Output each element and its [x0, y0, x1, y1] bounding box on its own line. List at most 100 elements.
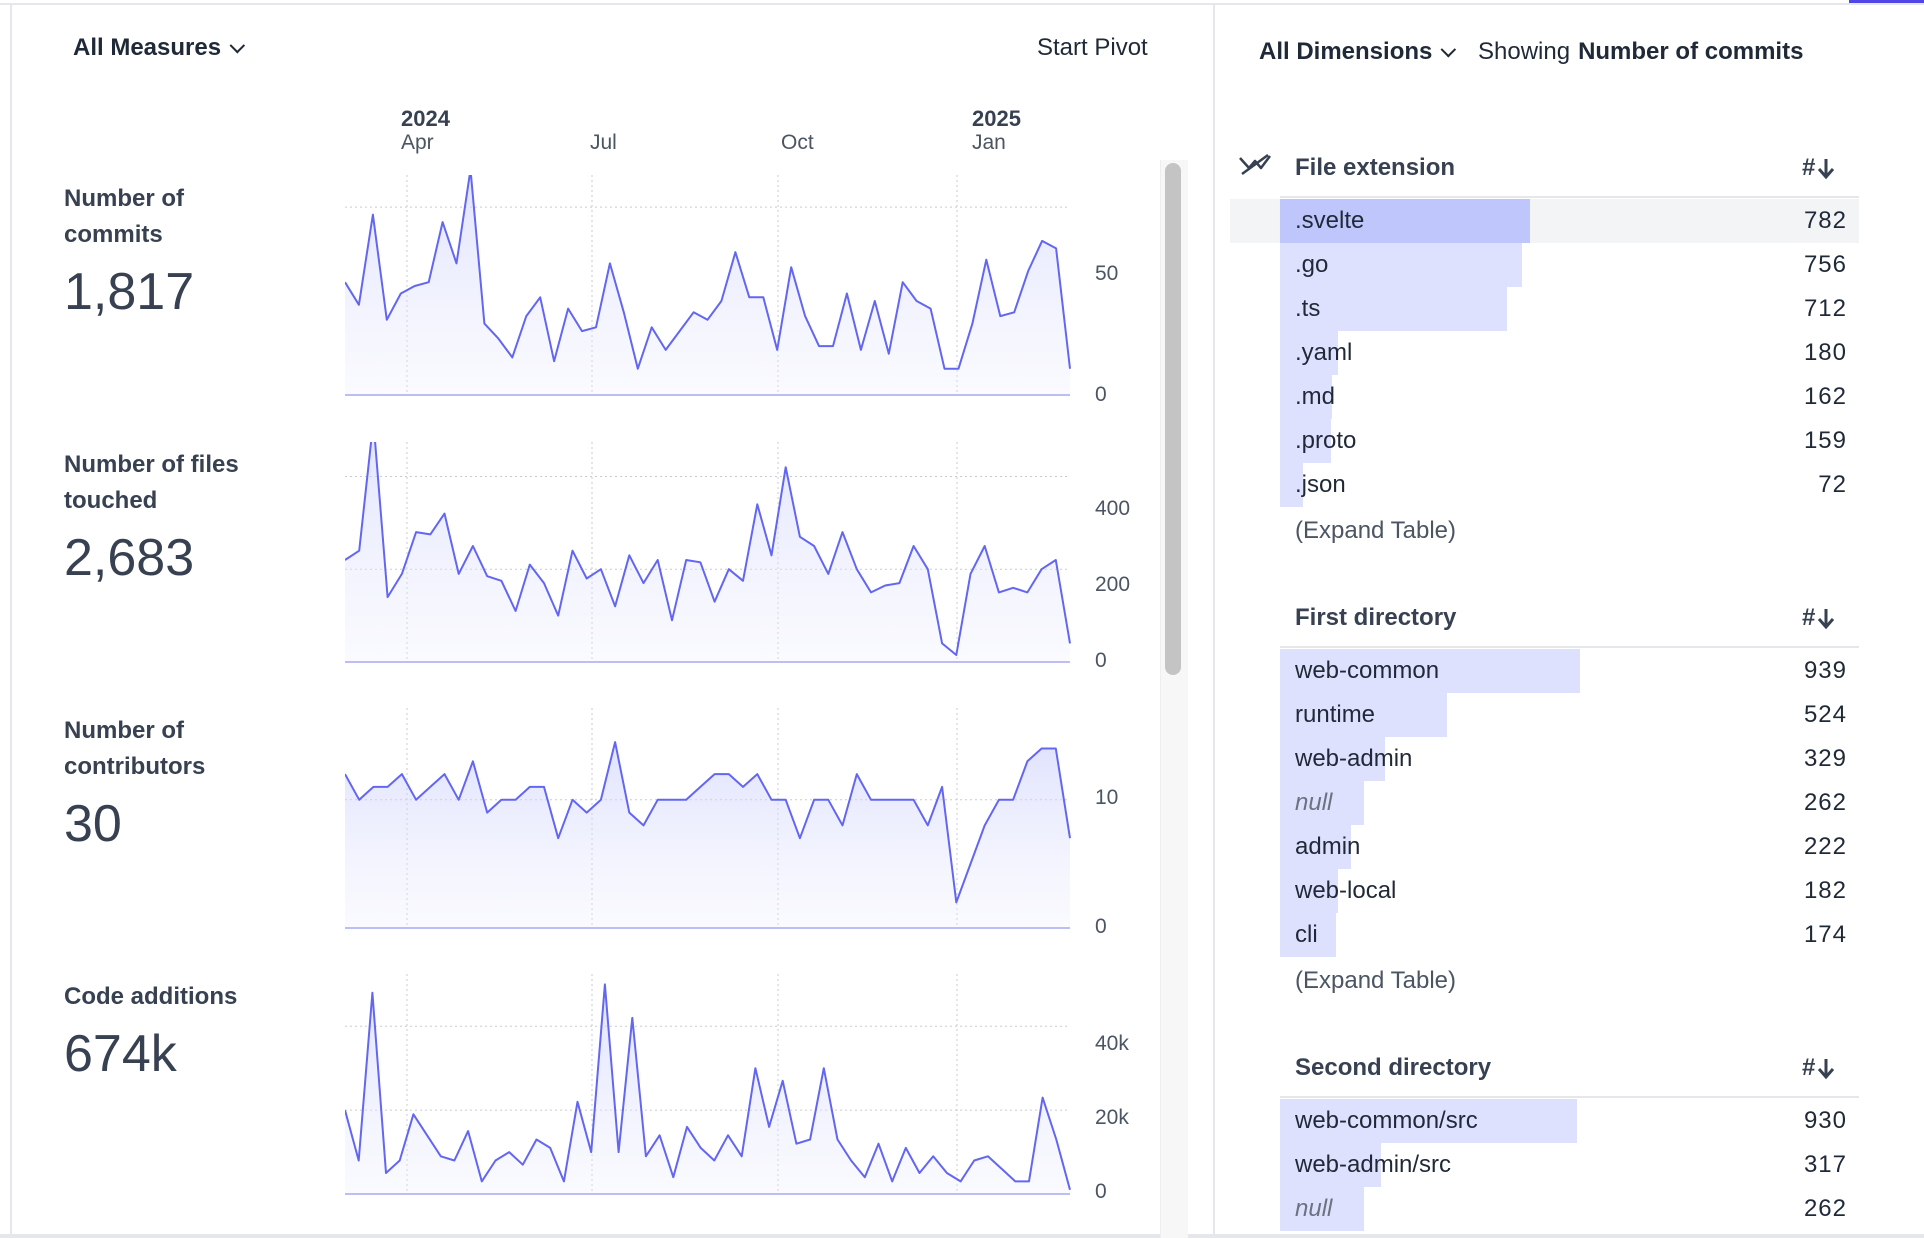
chart-contributors[interactable] [345, 708, 1075, 933]
sort-button-file-extension[interactable]: # [1802, 154, 1835, 182]
month-label-jan: Jan [972, 131, 1006, 154]
sort-button-first-directory[interactable]: # [1802, 604, 1835, 632]
dimension-row[interactable]: .md 162 [1230, 375, 1859, 419]
dimension-row-value: 174 [1803, 921, 1847, 948]
series-line [345, 983, 1071, 1191]
dimension-row[interactable]: cli 174 [1230, 913, 1859, 957]
measure-value-files-touched: 2,683 [64, 529, 195, 587]
dimension-row[interactable]: runtime 524 [1230, 693, 1859, 737]
start-pivot-button[interactable]: Start Pivot [1037, 34, 1148, 61]
month-label-jul: Jul [590, 131, 617, 154]
chart-files-touched[interactable] [345, 442, 1075, 667]
dimension-row[interactable]: web-admin/src 317 [1230, 1143, 1859, 1187]
dimension-row-value: 222 [1803, 833, 1847, 860]
dimension-row[interactable]: .ts 712 [1230, 287, 1859, 331]
dimension-row-value: 524 [1803, 701, 1847, 728]
dimension-row-label: .yaml [1295, 339, 1353, 366]
dimension-row-bar [1280, 737, 1385, 781]
dimension-row-value: 782 [1803, 207, 1847, 234]
dimension-row-label: null [1295, 789, 1333, 816]
chart-commits[interactable] [345, 175, 1075, 400]
dimension-row[interactable]: .proto 159 [1230, 419, 1859, 463]
dimension-row-value: 159 [1803, 427, 1847, 454]
series-line [345, 442, 1071, 656]
series-area [345, 742, 1070, 928]
dimension-row-label: web-common [1295, 657, 1440, 684]
series-line [345, 741, 1071, 904]
dimension-row[interactable]: null 262 [1230, 781, 1859, 825]
measure-value-contributors: 30 [64, 795, 122, 853]
dimension-row-bar [1280, 869, 1338, 913]
axis-additions-20k: 20k [1095, 1106, 1129, 1129]
dimension-row[interactable]: web-common/src 930 [1230, 1099, 1859, 1143]
dimension-row-bar [1280, 1143, 1381, 1187]
all-dimensions-dropdown[interactable]: All Dimensions [1259, 38, 1457, 66]
dimension-row-value: 180 [1803, 339, 1847, 366]
dimension-row-value: 329 [1803, 745, 1847, 772]
dimension-row-value: 262 [1803, 1195, 1847, 1222]
month-label-apr: Apr [401, 131, 434, 154]
dimension-row[interactable]: web-local 182 [1230, 869, 1859, 913]
dimension-row-bar [1280, 1099, 1577, 1143]
dimension-row[interactable]: .go 756 [1230, 243, 1859, 287]
chart-code-additions[interactable] [345, 974, 1075, 1199]
dimension-row[interactable]: .yaml 180 [1230, 331, 1859, 375]
axis-commits-50: 50 [1095, 262, 1119, 285]
all-measures-dropdown[interactable]: All Measures [73, 34, 246, 62]
sort-label: # [1802, 154, 1816, 181]
dimension-row-bar [1280, 1187, 1364, 1231]
bottom-border [0, 1234, 1924, 1238]
dimension-row-bar [1280, 243, 1522, 287]
dimension-row-label: cli [1295, 921, 1318, 948]
dimension-row-bar [1280, 287, 1507, 331]
dimension-row-bar [1280, 649, 1580, 693]
dimension-chart-toggle-icon[interactable] [1238, 152, 1272, 178]
dimension-row-bar [1280, 331, 1338, 375]
axis-contributors-0: 0 [1095, 915, 1107, 938]
dimension-row[interactable]: .svelte 782 [1230, 199, 1859, 243]
dimension-row-value: 72 [1818, 471, 1847, 498]
dimension-row-value: 930 [1803, 1107, 1847, 1134]
dimension-row-label: runtime [1295, 701, 1376, 728]
dimension-row-bar [1280, 375, 1332, 419]
dimension-title-second-directory[interactable]: Second directory [1295, 1054, 1492, 1081]
sort-button-second-directory[interactable]: # [1802, 1054, 1835, 1082]
dimension-row[interactable]: .json 72 [1230, 463, 1859, 507]
dimension-row-value: 162 [1803, 383, 1847, 410]
all-measures-label: All Measures [73, 34, 222, 61]
dimension-row-label: null [1295, 1195, 1333, 1222]
series-line [345, 175, 1071, 370]
measure-name-code-additions: Code additions [64, 983, 238, 1010]
dimension-row-label: .proto [1295, 427, 1357, 454]
dimension-row[interactable]: web-admin 329 [1230, 737, 1859, 781]
dimension-row-value: 182 [1803, 877, 1847, 904]
expand-table-first-directory[interactable]: (Expand Table) [1295, 967, 1456, 994]
dimension-row-label: .go [1295, 251, 1329, 278]
dimension-row[interactable]: null 262 [1230, 1187, 1859, 1231]
axis-files-200: 200 [1095, 573, 1131, 596]
axis-files-400: 400 [1095, 497, 1131, 520]
axis-contributors-10: 10 [1095, 786, 1119, 809]
dimension-title-file-extension[interactable]: File extension [1295, 154, 1456, 181]
dimension-row-value: 317 [1803, 1151, 1847, 1178]
axis-additions-0: 0 [1095, 1180, 1107, 1203]
measure-value-code-additions: 674k [64, 1025, 177, 1083]
year-label-2025: 2025 [972, 106, 1021, 131]
sort-label: # [1802, 604, 1816, 631]
chevron-down-icon [1440, 41, 1457, 57]
dimension-row[interactable]: web-common 939 [1230, 649, 1859, 693]
dimension-row-label: web-admin [1295, 745, 1413, 772]
expand-table-file-extension[interactable]: (Expand Table) [1295, 517, 1456, 544]
measures-scrollbar-thumb[interactable] [1165, 163, 1181, 675]
dimension-row-label: .md [1295, 383, 1336, 410]
dimension-row[interactable]: admin 222 [1230, 825, 1859, 869]
dimension-title-first-directory[interactable]: First directory [1295, 604, 1457, 631]
dimension-row-label: admin [1295, 833, 1361, 860]
dimension-row-bar [1280, 825, 1351, 869]
dimension-row-label: .json [1295, 471, 1346, 498]
top-border [0, 0, 1924, 5]
showing-measure-dropdown[interactable]: Showing Number of commits [1478, 38, 1811, 66]
dimension-row-bar [1280, 199, 1530, 243]
dimension-header-divider [1280, 1096, 1859, 1098]
left-border [10, 5, 12, 1238]
